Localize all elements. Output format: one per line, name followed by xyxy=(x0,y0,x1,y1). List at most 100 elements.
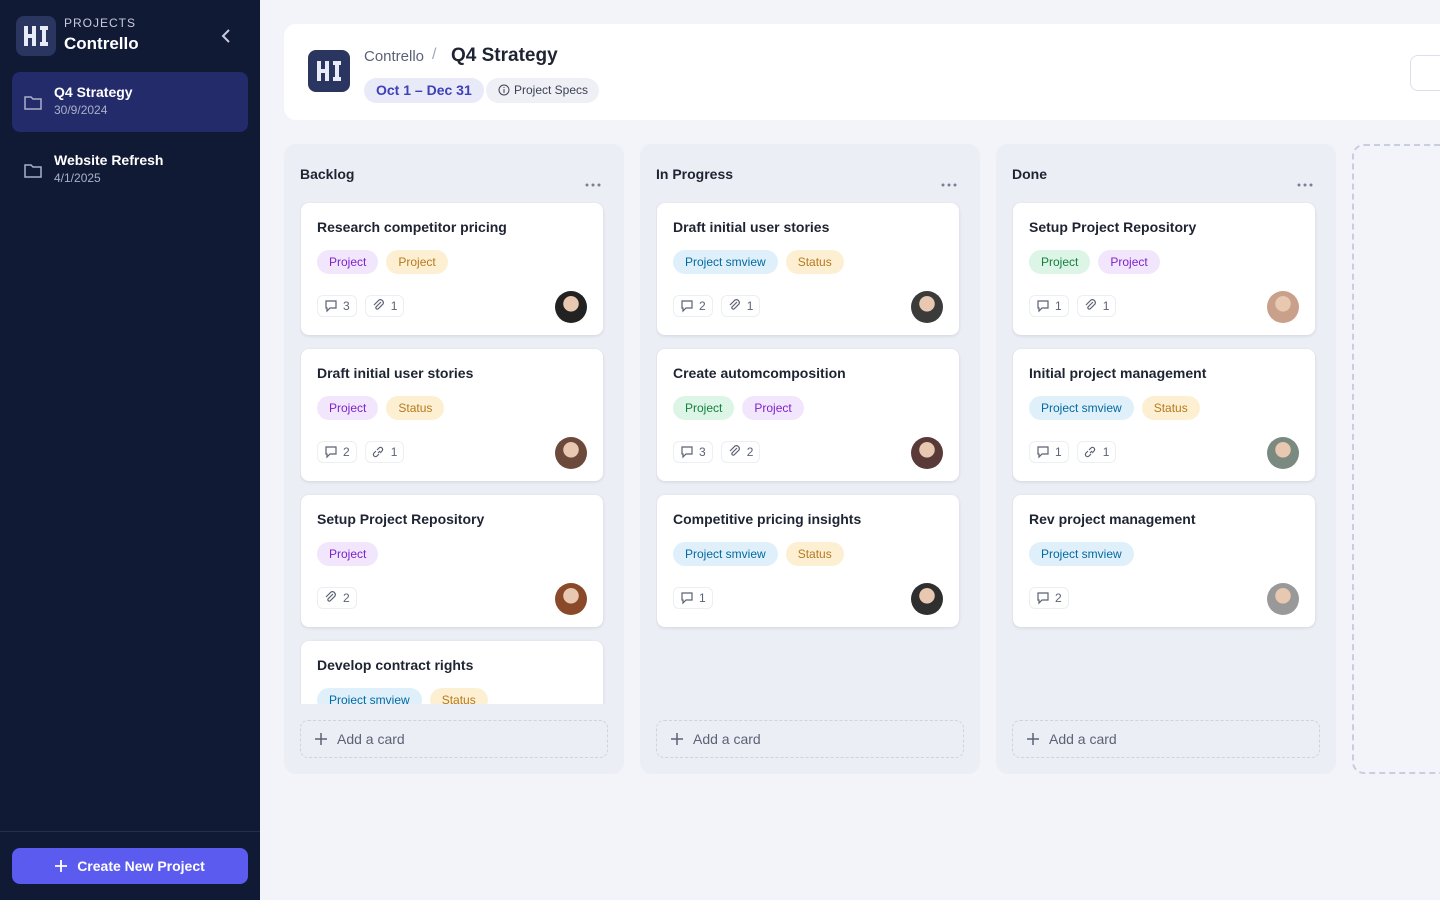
link-count: 1 xyxy=(1076,441,1117,463)
attach-count: 1 xyxy=(720,295,761,317)
card[interactable]: Draft initial user stories Project smview… xyxy=(657,203,959,335)
column-title: In Progress xyxy=(656,166,734,182)
avatar xyxy=(1267,291,1299,323)
tag: Project smview xyxy=(1029,396,1134,420)
plus-icon xyxy=(55,860,68,872)
card-meta: 2 xyxy=(317,587,357,609)
folder-icon xyxy=(24,96,42,110)
specs-button[interactable]: Project Specs xyxy=(486,78,600,103)
members-button[interactable] xyxy=(1410,55,1440,91)
attach-icon xyxy=(729,299,740,310)
avatar xyxy=(555,291,587,323)
attach-count: 2 xyxy=(317,587,357,609)
add-column-placeholder[interactable] xyxy=(1352,144,1440,774)
breadcrumb[interactable]: Contrello xyxy=(364,48,425,65)
card[interactable]: Research competitor pricing Project Projec… xyxy=(301,203,603,335)
count: 1 xyxy=(390,445,398,459)
add-card-button[interactable]: Add a card xyxy=(300,720,608,758)
comment-count: 1 xyxy=(1029,441,1069,463)
tag: Status xyxy=(429,688,488,704)
tag: Project xyxy=(386,250,448,274)
tag: Status xyxy=(785,250,844,274)
tag-list: Project Project xyxy=(1029,250,1160,274)
tag: Project xyxy=(1029,250,1091,274)
breadcrumb-separator: / xyxy=(432,46,437,63)
count: 1 xyxy=(699,591,706,605)
project-item[interactable]: Q4 Strategy 30/9/2024 xyxy=(12,72,248,132)
section-label: PROJECTS xyxy=(64,16,137,30)
project-name: Website Refresh xyxy=(54,152,164,168)
comment-count: 1 xyxy=(673,587,713,609)
tag: Project smview xyxy=(673,542,778,566)
project-name: Q4 Strategy xyxy=(54,84,133,100)
button-label: Add a card xyxy=(693,731,761,747)
card-title: Research competitor pricing xyxy=(317,219,507,235)
comment-icon xyxy=(681,592,693,605)
card[interactable]: Initial project management Project smview… xyxy=(1013,349,1315,481)
comment-count: 3 xyxy=(673,441,713,463)
project-title: Q4 Strategy xyxy=(451,45,558,66)
tag-list: Project xyxy=(317,542,379,566)
avatar xyxy=(911,437,943,469)
count: 1 xyxy=(390,299,398,313)
logo xyxy=(16,16,56,56)
comment-icon xyxy=(1037,446,1049,459)
tag-list: Project smview Status xyxy=(1029,396,1200,420)
comment-count: 3 xyxy=(317,295,357,317)
count: 2 xyxy=(343,591,350,605)
attach-icon xyxy=(729,445,740,456)
project-date: 30/9/2024 xyxy=(54,103,108,117)
count: 3 xyxy=(343,299,350,313)
card[interactable]: Rev project management Project smview 2 xyxy=(1013,495,1315,627)
card[interactable]: Develop contract rights Project smview Sta… xyxy=(301,641,603,704)
button-label: Create New Project xyxy=(77,858,205,874)
add-card-button[interactable]: Add a card xyxy=(1012,720,1320,758)
add-card-button[interactable]: Add a card xyxy=(656,720,964,758)
comment-count: 2 xyxy=(317,441,357,463)
card[interactable]: Setup Project Repository Project 2 xyxy=(301,495,603,627)
sidebar: PROJECTS Contrello Q4 Strategy 30/9/2024… xyxy=(0,0,260,900)
comment-count: 1 xyxy=(1029,295,1069,317)
tag: Project xyxy=(1098,250,1160,274)
card-title: Setup Project Repository xyxy=(317,511,485,527)
avatar xyxy=(1267,437,1299,469)
attach-count: 1 xyxy=(1076,295,1117,317)
tag: Project smview xyxy=(317,688,422,704)
tag: Project xyxy=(742,396,804,420)
card-title: Rev project management xyxy=(1029,511,1196,527)
avatar xyxy=(555,583,587,615)
column-menu[interactable] xyxy=(941,174,957,192)
card[interactable]: Draft initial user stories Project Status 2… xyxy=(301,349,603,481)
tag-list: Project smview Status xyxy=(673,250,844,274)
tag-list: Project smview Status xyxy=(317,688,488,704)
column-menu[interactable] xyxy=(1297,174,1313,192)
card[interactable]: Create automcomposition Project Project 3 2 xyxy=(657,349,959,481)
count: 1 xyxy=(746,299,754,313)
card-list: Draft initial user stories Project smview… xyxy=(656,202,964,704)
avatar xyxy=(555,437,587,469)
card-meta: 1 xyxy=(673,587,713,609)
tag-list: Project Project xyxy=(317,250,448,274)
collapse-button[interactable] xyxy=(218,26,234,46)
card-list: Setup Project Repository Project Project 1 1… xyxy=(1012,202,1320,704)
tag-list: Project Status xyxy=(317,396,445,420)
tag: Status xyxy=(1141,396,1200,420)
create-project-button[interactable]: Create New Project xyxy=(12,848,248,884)
card[interactable]: Setup Project Repository Project Project 1 1 xyxy=(1013,203,1315,335)
card[interactable]: Competitive pricing insights Project smvi… xyxy=(657,495,959,627)
plus-icon xyxy=(671,733,683,745)
project-header: Contrello / Q4 Strategy Oct 1 – Dec 31 P… xyxy=(284,24,1440,120)
column-menu[interactable] xyxy=(585,174,601,192)
attach-count: 2 xyxy=(720,441,761,463)
project-item[interactable]: Website Refresh 4/1/2025 xyxy=(12,140,248,200)
button-label: Add a card xyxy=(1049,731,1117,747)
count: 2 xyxy=(699,299,706,313)
info-icon xyxy=(498,84,510,96)
comment-count: 2 xyxy=(1029,587,1069,609)
tag: Project xyxy=(317,396,379,420)
tag-list: Project smview Status xyxy=(673,542,844,566)
count: 1 xyxy=(1055,445,1062,459)
